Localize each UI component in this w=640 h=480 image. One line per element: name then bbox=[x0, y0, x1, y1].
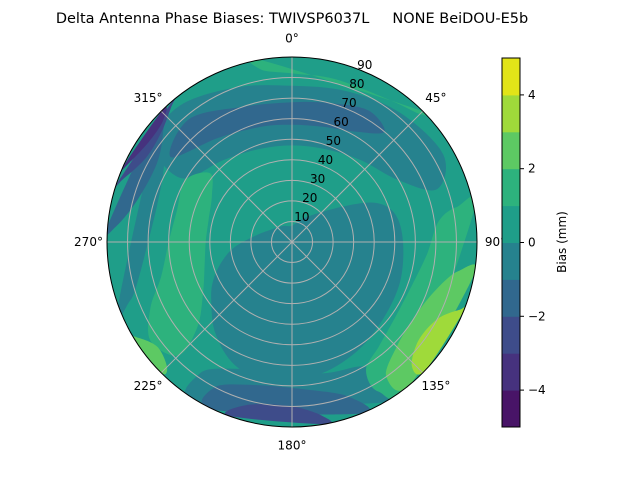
contour-region bbox=[120, 106, 167, 171]
radial-tick-label: 20 bbox=[302, 191, 317, 205]
angular-tick-label: 45° bbox=[425, 91, 446, 105]
radial-tick-label: 10 bbox=[294, 210, 309, 224]
angular-tick-labels: 0° 45° 90° 135° 180° 225° 270° 315° bbox=[74, 32, 506, 453]
colorbar-tick-label: 2 bbox=[528, 162, 536, 176]
contour-region bbox=[211, 202, 404, 381]
colorbar-band bbox=[502, 316, 520, 354]
radial-tick-label: 30 bbox=[310, 172, 325, 186]
angular-tick-label: 270° bbox=[74, 235, 103, 249]
contour-region bbox=[148, 172, 213, 356]
contour-regions bbox=[107, 57, 477, 425]
angular-tick-label: 135° bbox=[421, 379, 450, 393]
angular-gridline bbox=[291, 241, 424, 374]
polar-grid bbox=[107, 57, 477, 427]
colorbar-band bbox=[502, 279, 520, 317]
contour-region bbox=[247, 57, 436, 117]
colorbar-band bbox=[502, 94, 520, 133]
colorbar: 4 2 0 −2 −4 bbox=[501, 57, 546, 428]
contour-region bbox=[224, 404, 332, 425]
contour-region bbox=[411, 306, 467, 375]
radial-tick-label: 60 bbox=[334, 115, 349, 129]
radial-tick-label: 90 bbox=[357, 58, 372, 72]
angular-tick-label: 90° bbox=[485, 235, 506, 249]
polar-frame bbox=[106, 56, 478, 428]
radial-tick-label: 80 bbox=[349, 77, 364, 91]
polar-plot: 0° 45° 90° 135° 180° 225° 270° 315° 10 20 30 40 50 6… bbox=[74, 32, 506, 453]
angular-gridline bbox=[160, 241, 293, 374]
contour-region bbox=[365, 195, 476, 401]
radial-tick-label: 50 bbox=[326, 134, 341, 148]
colorbar-band bbox=[502, 58, 520, 96]
radial-tick-labels: 10 20 30 40 50 60 70 80 90 bbox=[294, 58, 372, 224]
colorbar-tick-label: 0 bbox=[528, 236, 536, 250]
angular-gridline bbox=[291, 110, 424, 243]
angular-tick-label: 180° bbox=[278, 439, 307, 453]
colorbar-band bbox=[502, 390, 520, 428]
contour-region bbox=[133, 336, 168, 375]
colorbar-tick-label: −2 bbox=[528, 309, 546, 323]
radial-tick-label: 70 bbox=[341, 96, 356, 110]
colorbar-band bbox=[502, 205, 520, 243]
colorbar-band bbox=[502, 242, 520, 280]
colorbar-tick-label: −4 bbox=[528, 383, 546, 397]
colorbar-band bbox=[502, 353, 520, 391]
angular-tick-label: 225° bbox=[134, 379, 163, 393]
angular-tick-label: 315° bbox=[134, 91, 163, 105]
angular-gridline bbox=[160, 110, 293, 243]
chart-title: Delta Antenna Phase Biases: TWIVSP6037L … bbox=[56, 11, 528, 27]
colorbar-band bbox=[502, 131, 520, 170]
colorbar-label: Bias (mm) bbox=[555, 211, 569, 273]
angular-tick-label: 0° bbox=[285, 32, 299, 46]
colorbar-band bbox=[502, 168, 520, 207]
colorbar-tick-label: 4 bbox=[528, 88, 536, 102]
radial-tick-label: 40 bbox=[318, 153, 333, 167]
